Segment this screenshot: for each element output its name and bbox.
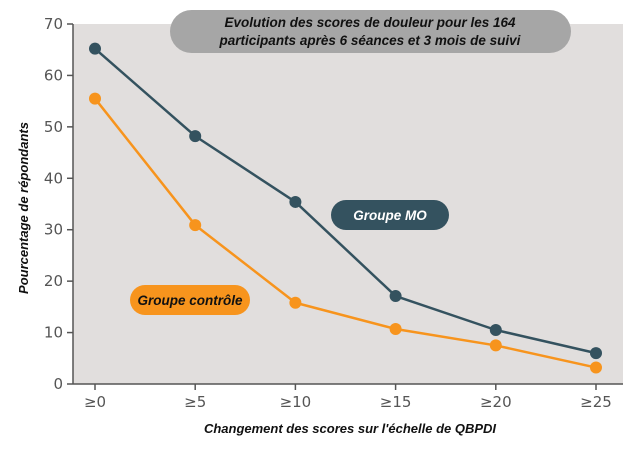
- y-axis: 0 10 20 30 40 50 60 70: [44, 15, 74, 393]
- data-point: [590, 361, 602, 374]
- series-label-text: Groupe contrôle: [137, 293, 242, 308]
- x-tick-label: ≥5: [184, 393, 206, 411]
- y-tick-label: 30: [44, 221, 63, 239]
- y-tick-label: 40: [44, 169, 63, 187]
- data-point: [289, 195, 302, 208]
- data-point: [89, 92, 101, 105]
- x-tick-label: ≥20: [480, 393, 512, 411]
- title-box: [170, 10, 571, 53]
- series-label-mo: Groupe MO: [331, 200, 449, 230]
- y-tick-label: 0: [53, 375, 63, 393]
- chart-title: Evolution des scores de douleur pour les…: [170, 10, 571, 53]
- y-axis-title: Pourcentage de répondants: [16, 122, 31, 294]
- x-tick-label: ≥0: [84, 393, 106, 411]
- x-axis: ≥0 ≥5 ≥10 ≥15 ≥20 ≥25: [73, 383, 623, 411]
- x-tick-label: ≥10: [280, 393, 312, 411]
- series-label-box: [331, 200, 449, 230]
- data-point: [189, 219, 202, 232]
- series-groupe-contr-le: [89, 92, 602, 374]
- data-point: [489, 339, 502, 352]
- series-line: [94, 97, 597, 369]
- series-label-box: [130, 285, 250, 315]
- y-tick-label: 70: [44, 15, 63, 33]
- title-line-2: participants après 6 séances et 3 mois d…: [219, 33, 521, 48]
- data-point: [389, 322, 402, 335]
- x-tick-label: ≥15: [380, 393, 412, 411]
- data-point: [489, 324, 502, 336]
- x-axis-title: Changement des scores sur l'échelle de Q…: [204, 421, 496, 436]
- series-line: [94, 47, 597, 355]
- series-label-controle: Groupe contrôle: [130, 285, 250, 315]
- y-tick-label: 50: [44, 118, 63, 136]
- data-point: [389, 290, 402, 303]
- x-tick-label: ≥25: [580, 393, 612, 411]
- y-tick-label: 10: [44, 324, 63, 342]
- series-label-text: Groupe MO: [353, 208, 427, 223]
- series-layer: [89, 42, 602, 374]
- data-point: [189, 130, 202, 143]
- data-point: [89, 42, 101, 55]
- data-point: [289, 296, 302, 309]
- title-line-1: Evolution des scores de douleur pour les…: [224, 15, 516, 30]
- y-tick-label: 20: [44, 272, 63, 290]
- y-tick-label: 60: [44, 66, 63, 84]
- data-point: [590, 347, 602, 360]
- series-groupe-mo: [89, 42, 602, 360]
